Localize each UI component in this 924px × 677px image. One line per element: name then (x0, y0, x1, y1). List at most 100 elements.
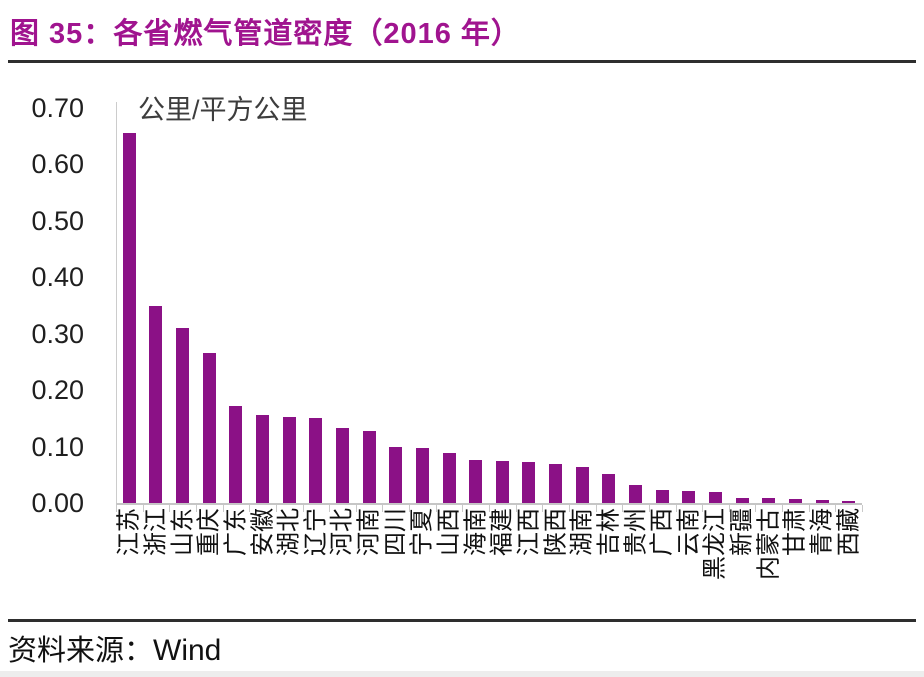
x-axis-tick (355, 505, 357, 512)
x-axis-tick (116, 505, 117, 512)
x-axis-tick (329, 505, 331, 512)
source-value: Wind (153, 634, 222, 667)
y-axis-tick-label: 0.10 (31, 431, 84, 462)
title-divider (8, 60, 916, 63)
x-axis-label-宁夏: 宁夏 (408, 508, 436, 556)
bar-青海 (815, 500, 829, 503)
x-axis-tick (515, 505, 517, 512)
bar-河南 (362, 430, 376, 503)
x-axis-label-浙江: 浙江 (142, 508, 170, 556)
x-axis-line (116, 503, 862, 505)
x-axis-label-四川: 四川 (382, 508, 410, 556)
x-axis-tick (489, 505, 490, 512)
y-axis-tick-label: 0.30 (31, 318, 84, 349)
bar-黑龙江 (708, 492, 722, 503)
bar-新疆 (735, 497, 749, 503)
x-axis-label-西藏: 西藏 (835, 508, 863, 556)
bar-陕西 (549, 464, 563, 503)
x-axis-label-内蒙古: 内蒙古 (755, 508, 783, 580)
x-axis-label-江西: 江西 (515, 508, 543, 556)
x-axis-label-重庆: 重庆 (195, 508, 223, 556)
x-axis-label-甘肃: 甘肃 (781, 508, 809, 556)
x-axis-tick (648, 505, 650, 512)
x-axis-tick (249, 505, 251, 512)
x-axis-label-安徽: 安徽 (249, 508, 277, 556)
y-axis-tick-label: 0.60 (31, 149, 84, 180)
x-axis-tick (782, 505, 784, 512)
y-axis-tick-label: 0.40 (31, 262, 84, 293)
x-axis-tick (409, 505, 411, 512)
bar-广西 (655, 490, 669, 503)
x-axis-label-河北: 河北 (328, 508, 356, 556)
x-axis-tick (755, 505, 757, 512)
x-axis-tick (462, 505, 464, 512)
bar-河北 (335, 427, 349, 503)
bar-辽宁 (309, 418, 323, 503)
x-axis-label-江苏: 江苏 (115, 508, 143, 556)
x-axis-label-山东: 山东 (169, 508, 197, 556)
x-axis-tick (302, 505, 304, 512)
source-note: 资料来源：Wind (8, 627, 221, 669)
x-axis-tick (195, 505, 197, 512)
x-axis-tick (835, 505, 837, 512)
x-axis-label-河南: 河南 (355, 508, 383, 556)
y-axis-tick-label: 0.00 (31, 488, 84, 518)
y-axis-tick-label: 0.50 (31, 205, 84, 236)
x-axis-tick (595, 505, 597, 512)
x-axis-label-海南: 海南 (462, 508, 490, 556)
x-axis-label-湖北: 湖北 (275, 508, 303, 556)
x-axis-tick (862, 505, 863, 512)
x-axis-label-青海: 青海 (808, 508, 836, 556)
x-axis-tick (702, 505, 704, 512)
y-axis-unit-label: 公里/平方公里 (138, 95, 308, 125)
x-axis-label-陕西: 陕西 (542, 508, 570, 556)
bar-四川 (389, 446, 403, 503)
figure-title: 图 35：各省燃气管道密度（2016 年） (10, 18, 521, 50)
bar-湖北 (282, 416, 296, 503)
bar-宁夏 (415, 448, 429, 503)
bar-山东 (176, 328, 190, 503)
x-axis-tick (222, 505, 224, 512)
x-axis-tick (169, 505, 171, 512)
footer-divider (8, 619, 916, 622)
bar-chart: 公里/平方公里 0.70 0.60 0.50 0.40 0.30 0.20 0.10 0.00… (0, 64, 924, 616)
x-axis-label-福建: 福建 (488, 508, 516, 556)
x-axis-label-辽宁: 辽宁 (302, 508, 330, 556)
x-axis-label-黑龙江: 黑龙江 (701, 508, 729, 580)
x-axis-tick (542, 505, 544, 512)
bar-海南 (469, 460, 483, 503)
x-axis-tick (622, 505, 624, 512)
x-axis-label-贵州: 贵州 (622, 508, 650, 556)
y-axis-tick-label: 0.70 (31, 93, 84, 123)
bar-西藏 (842, 501, 856, 503)
page-bottom-strip (0, 671, 924, 677)
bar-贵州 (629, 484, 643, 503)
bar-福建 (495, 461, 509, 503)
x-axis-label-山西: 山西 (435, 508, 463, 556)
bar-浙江 (149, 305, 163, 503)
x-axis-label-新疆: 新疆 (728, 508, 756, 556)
x-axis-label-湖南: 湖南 (568, 508, 596, 556)
bar-江苏 (122, 133, 136, 503)
x-axis-label-云南: 云南 (675, 508, 703, 556)
y-axis-line (116, 102, 117, 503)
x-axis-label-广西: 广西 (648, 508, 676, 556)
bar-吉林 (602, 473, 616, 503)
x-axis-tick (382, 505, 384, 512)
x-axis-tick (675, 505, 677, 512)
bar-甘肃 (788, 499, 802, 503)
y-axis-tick-label: 0.20 (31, 375, 84, 406)
bar-江西 (522, 462, 536, 503)
x-axis-tick (808, 505, 810, 512)
x-axis-tick (275, 505, 277, 512)
bar-广东 (229, 405, 243, 503)
bar-重庆 (202, 353, 216, 503)
x-axis-tick (435, 505, 437, 512)
bar-湖南 (575, 467, 589, 503)
x-axis-tick (728, 505, 730, 512)
source-label: 资料来源： (8, 635, 154, 667)
x-axis-label-吉林: 吉林 (595, 508, 623, 556)
bar-安徽 (256, 414, 270, 503)
bar-云南 (682, 490, 696, 503)
